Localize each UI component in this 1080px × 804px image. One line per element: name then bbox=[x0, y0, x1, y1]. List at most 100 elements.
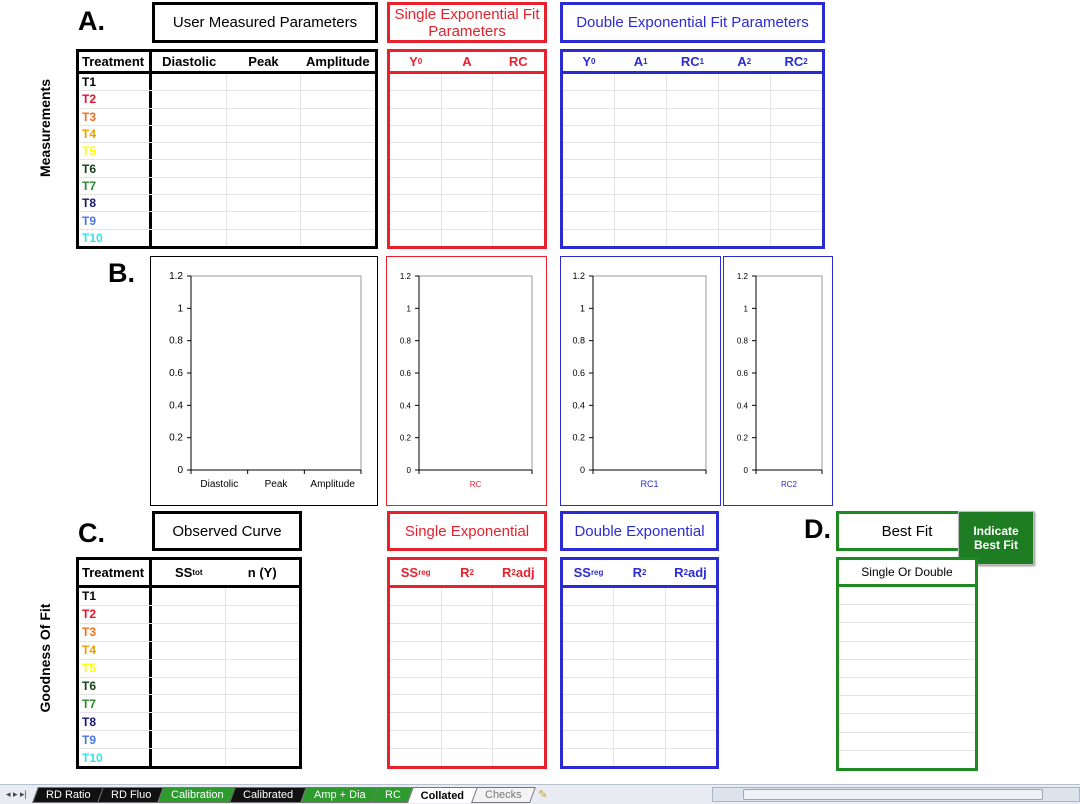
cell[interactable] bbox=[442, 195, 494, 212]
sheet-tab-calibration[interactable]: Calibration bbox=[156, 786, 238, 803]
cell[interactable] bbox=[563, 641, 615, 659]
cell[interactable] bbox=[301, 195, 375, 211]
cell[interactable] bbox=[719, 212, 771, 229]
cell[interactable] bbox=[615, 91, 667, 108]
cell[interactable] bbox=[442, 713, 494, 731]
cell[interactable] bbox=[666, 695, 716, 712]
cell[interactable] bbox=[615, 74, 667, 91]
cell[interactable] bbox=[226, 660, 299, 677]
cell[interactable] bbox=[839, 587, 975, 604]
cell[interactable] bbox=[563, 659, 615, 677]
cell[interactable] bbox=[442, 695, 494, 713]
chart-4[interactable]: 0 0.2 0.4 0.6 0.8 1 1.2 RC2 bbox=[723, 256, 833, 506]
cell[interactable] bbox=[442, 588, 494, 605]
cell[interactable] bbox=[390, 108, 442, 125]
cell[interactable] bbox=[442, 605, 494, 623]
cell[interactable] bbox=[614, 695, 666, 713]
cell[interactable] bbox=[839, 714, 975, 731]
cell[interactable] bbox=[666, 606, 716, 623]
cell[interactable] bbox=[152, 623, 226, 641]
cell[interactable] bbox=[563, 108, 615, 125]
cell[interactable] bbox=[390, 695, 442, 713]
sheet-tab-amp-dia[interactable]: Amp + Dia bbox=[299, 786, 380, 803]
cell[interactable] bbox=[152, 195, 227, 212]
cell[interactable] bbox=[152, 588, 226, 605]
cell[interactable] bbox=[615, 212, 667, 229]
cell[interactable] bbox=[493, 642, 544, 659]
cell[interactable] bbox=[227, 143, 302, 160]
cell[interactable] bbox=[152, 677, 226, 695]
cell[interactable] bbox=[667, 143, 719, 160]
cell[interactable] bbox=[301, 143, 375, 159]
cell[interactable] bbox=[839, 660, 975, 677]
cell[interactable] bbox=[615, 143, 667, 160]
cell[interactable] bbox=[390, 212, 442, 229]
tab-nav-arrows[interactable]: ◂ ▸ ▸| bbox=[6, 789, 27, 799]
cell[interactable] bbox=[301, 91, 375, 107]
cell[interactable] bbox=[839, 678, 975, 695]
cell[interactable] bbox=[667, 125, 719, 143]
cell[interactable] bbox=[493, 588, 544, 605]
cell[interactable] bbox=[301, 160, 375, 176]
cell[interactable] bbox=[615, 160, 667, 177]
cell[interactable] bbox=[227, 91, 302, 108]
cell[interactable] bbox=[719, 195, 771, 212]
cell[interactable] bbox=[615, 108, 667, 125]
cell[interactable] bbox=[442, 641, 494, 659]
cell[interactable] bbox=[493, 91, 544, 107]
cell[interactable] bbox=[563, 212, 615, 229]
cell[interactable] bbox=[390, 659, 442, 677]
cell[interactable] bbox=[719, 143, 771, 160]
cell[interactable] bbox=[226, 695, 299, 712]
cell[interactable] bbox=[227, 229, 302, 246]
cell[interactable] bbox=[667, 177, 719, 195]
cell[interactable] bbox=[442, 160, 494, 177]
cell[interactable] bbox=[563, 143, 615, 160]
cell[interactable] bbox=[390, 749, 442, 767]
scrollbar-thumb[interactable] bbox=[743, 789, 1043, 800]
cell[interactable] bbox=[226, 678, 299, 695]
cell[interactable] bbox=[493, 731, 544, 748]
cell[interactable] bbox=[442, 731, 494, 749]
cell[interactable] bbox=[719, 160, 771, 177]
cell[interactable] bbox=[390, 713, 442, 731]
cell[interactable] bbox=[493, 230, 544, 246]
cell[interactable] bbox=[301, 109, 375, 125]
cell[interactable] bbox=[719, 177, 771, 195]
cell[interactable] bbox=[226, 606, 299, 623]
cell[interactable] bbox=[493, 160, 544, 176]
cell[interactable] bbox=[493, 212, 544, 228]
cell[interactable] bbox=[442, 143, 494, 160]
cell[interactable] bbox=[563, 229, 615, 246]
cell[interactable] bbox=[493, 74, 544, 90]
chart-2[interactable]: 0 0.2 0.4 0.6 0.8 1 1.2 RC bbox=[386, 256, 547, 506]
sheet-tab-calibrated[interactable]: Calibrated bbox=[229, 786, 308, 803]
cell[interactable] bbox=[442, 623, 494, 641]
indicate-best-fit-button[interactable]: Indicate Best Fit bbox=[958, 511, 1034, 565]
cell[interactable] bbox=[563, 177, 615, 195]
cell[interactable] bbox=[667, 74, 719, 91]
cell[interactable] bbox=[771, 230, 822, 246]
cell[interactable] bbox=[390, 74, 442, 91]
cell[interactable] bbox=[614, 731, 666, 749]
cell[interactable] bbox=[615, 125, 667, 143]
cell[interactable] bbox=[771, 109, 822, 125]
cell[interactable] bbox=[615, 177, 667, 195]
cell[interactable] bbox=[390, 588, 442, 605]
cell[interactable] bbox=[227, 177, 302, 195]
cell[interactable] bbox=[442, 659, 494, 677]
cell[interactable] bbox=[839, 623, 975, 640]
cell[interactable] bbox=[667, 160, 719, 177]
cell[interactable] bbox=[226, 749, 299, 766]
cell[interactable] bbox=[390, 160, 442, 177]
cell[interactable] bbox=[493, 606, 544, 623]
cell[interactable] bbox=[493, 678, 544, 695]
cell[interactable] bbox=[563, 74, 615, 91]
cell[interactable] bbox=[493, 195, 544, 211]
cell[interactable] bbox=[614, 588, 666, 605]
cell[interactable] bbox=[771, 212, 822, 228]
cell[interactable] bbox=[442, 212, 494, 229]
cell[interactable] bbox=[226, 642, 299, 659]
cell[interactable] bbox=[152, 160, 227, 177]
cell[interactable] bbox=[771, 160, 822, 176]
